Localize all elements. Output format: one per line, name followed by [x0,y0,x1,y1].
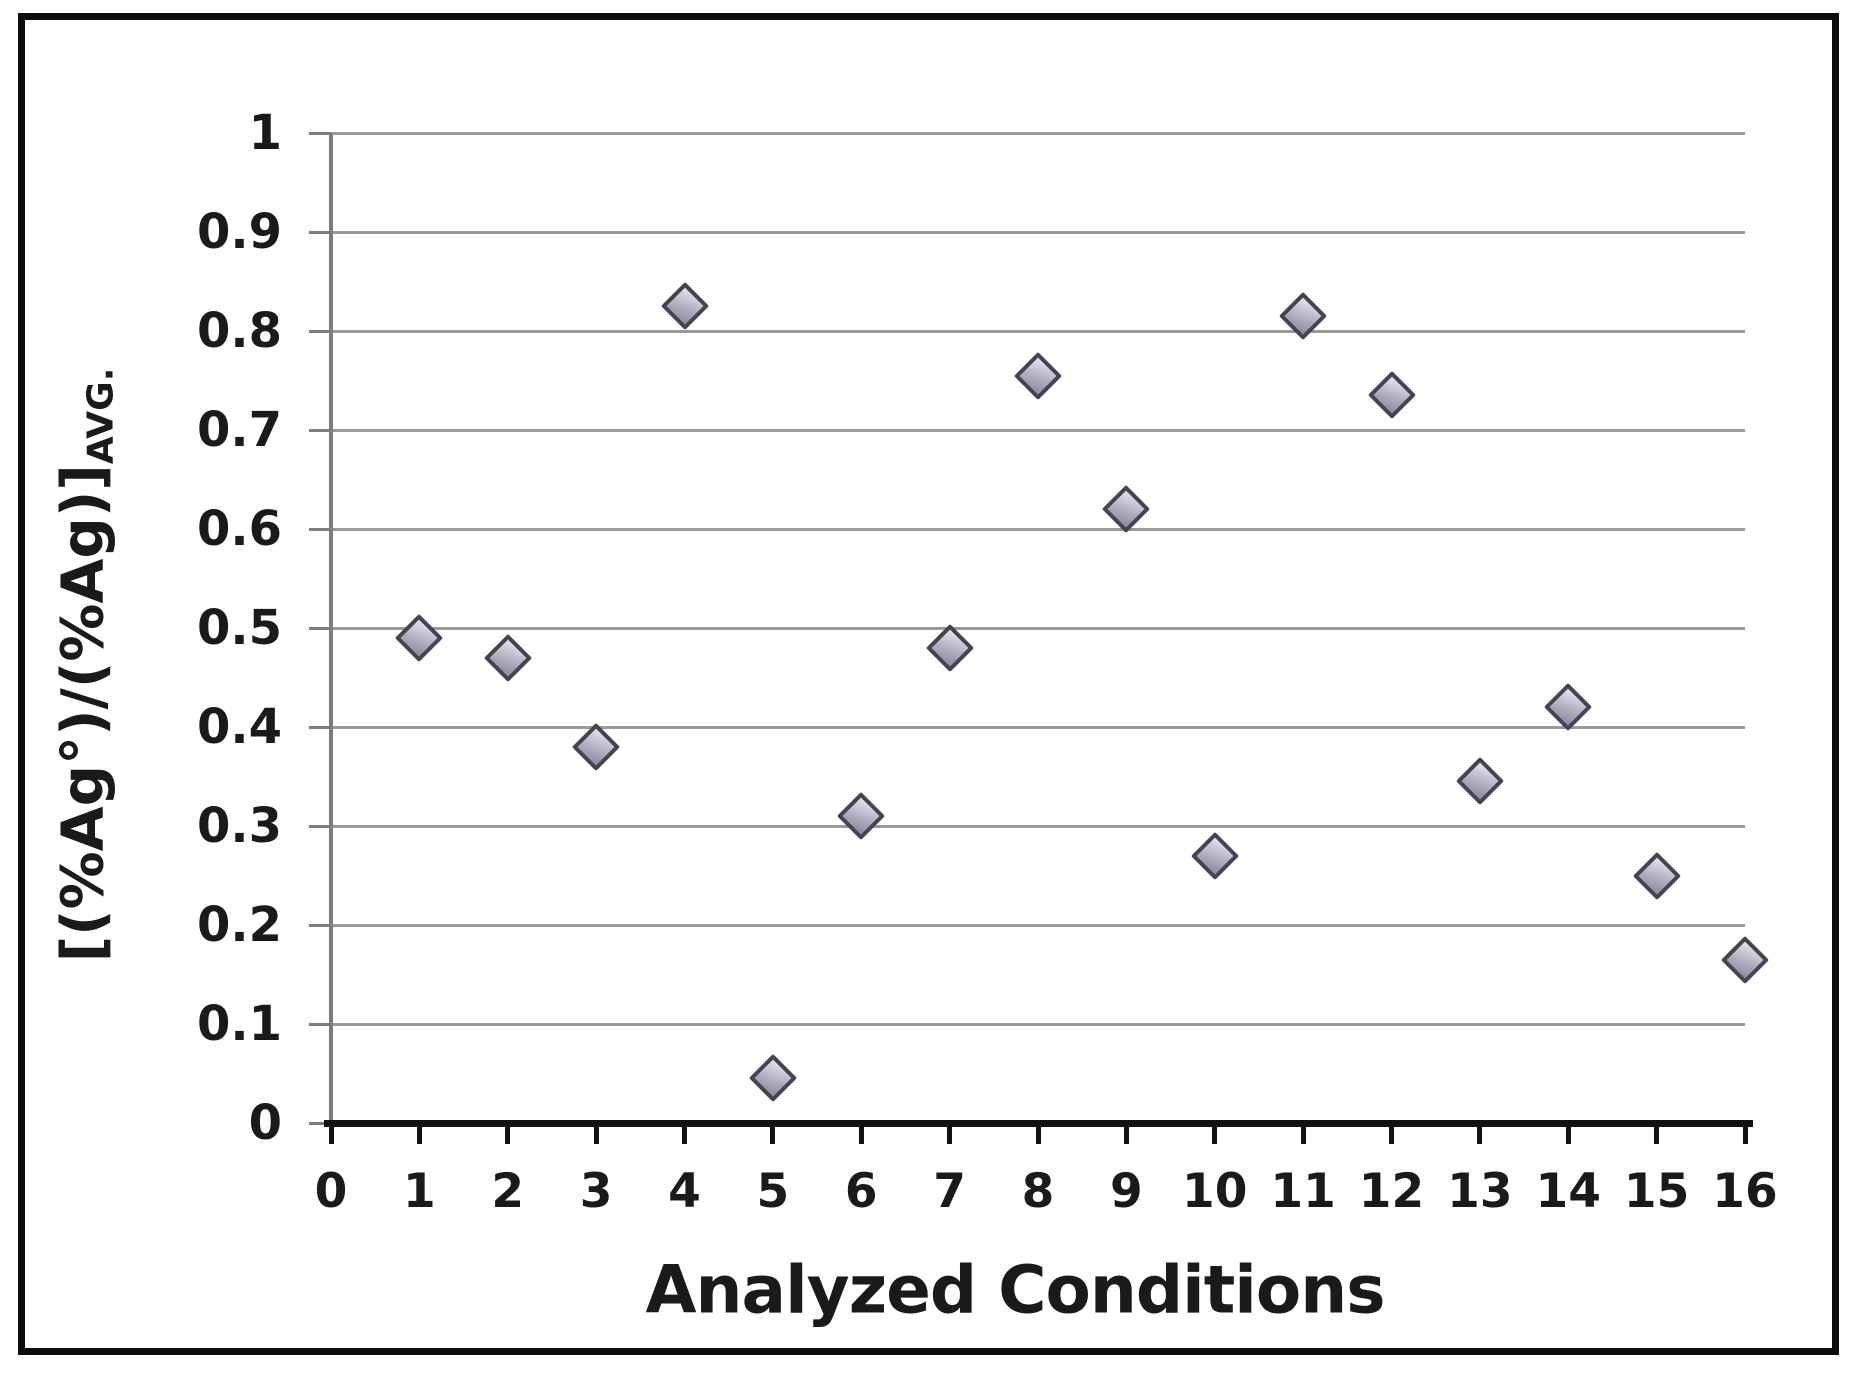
data-point [1632,851,1681,900]
y-axis-tick [309,1022,331,1026]
y-axis-line [329,133,333,1123]
x-tick-label: 8 [1021,1164,1055,1219]
x-axis-tick [947,1125,953,1144]
gridline [331,527,1745,531]
x-axis-tick [1742,1125,1748,1144]
y-tick-label: 0.1 [196,996,282,1052]
y-axis-title: [(%Ag°)/(%Ag)]AVG. [48,368,121,963]
gridline [331,1022,1745,1026]
x-axis-title: Analyzed Conditions [645,1251,1385,1329]
x-axis-tick [1654,1125,1660,1144]
data-point [748,1054,797,1103]
x-axis-tick [328,1125,334,1144]
y-axis-tick [309,131,331,135]
x-tick-label: 14 [1535,1164,1601,1219]
gridline [331,428,1745,432]
x-axis-tick [593,1125,599,1144]
gridline [331,923,1745,927]
y-tick-label: 0.3 [196,798,282,854]
y-axis-title-subscript: AVG. [80,367,122,465]
x-axis-tick [770,1125,776,1144]
x-tick-label: 16 [1712,1164,1778,1219]
x-tick-label: 10 [1182,1164,1248,1219]
x-tick-label: 1 [403,1164,436,1219]
gridline [331,131,1745,135]
y-tick-label: 0 [248,1095,282,1151]
data-point [572,722,621,771]
x-axis-tick [505,1125,511,1144]
x-tick-label: 7 [933,1164,966,1219]
y-tick-label: 0.8 [196,303,282,359]
data-point [925,623,974,672]
y-axis-tick [309,923,331,927]
data-point [1720,935,1770,984]
y-tick-label: 0.9 [196,204,282,260]
y-axis-tick [309,824,331,828]
y-axis-tick [309,230,331,234]
x-tick-label: 6 [844,1164,878,1219]
x-tick-label: 12 [1358,1164,1425,1219]
y-axis-tick [309,428,331,432]
x-tick-label: 4 [668,1164,701,1219]
data-point [1455,757,1504,806]
gridline [331,230,1745,234]
x-tick-label: 11 [1270,1164,1336,1219]
y-tick-label: 0.4 [196,699,282,755]
data-point [395,613,444,662]
x-axis-tick [1212,1125,1218,1144]
x-axis-tick [1035,1125,1041,1144]
x-axis-line [324,1120,1753,1127]
x-tick-label: 9 [1110,1164,1143,1219]
data-point [483,633,532,682]
x-tick-label: 15 [1623,1164,1690,1219]
figure-frame [18,13,1839,1355]
data-point [1279,292,1328,341]
x-tick-label: 13 [1447,1164,1513,1219]
x-axis-tick [682,1125,687,1144]
x-axis-tick [1123,1125,1129,1144]
y-tick-label: 0.6 [196,501,282,557]
x-axis-tick [1389,1125,1394,1144]
gridline [331,329,1745,333]
x-tick-label: 3 [579,1164,613,1219]
x-axis-tick [416,1125,422,1144]
data-point [1544,683,1593,732]
x-tick-label: 2 [491,1164,525,1219]
gridline [331,725,1745,729]
y-tick-label: 0.5 [196,600,282,656]
y-axis-title-main: [(%Ag°)/(%Ag)] [48,464,117,963]
data-point [1013,351,1063,400]
gridline [331,824,1745,828]
y-tick-label: 0.7 [196,402,282,458]
x-tick-label: 0 [314,1164,348,1219]
data-point [1190,831,1239,880]
x-axis-tick [1477,1125,1483,1144]
data-point [1102,485,1151,534]
data-point [837,792,886,841]
y-axis-tick [309,527,331,531]
gridline [331,626,1745,630]
x-axis-tick [858,1125,864,1144]
y-axis-tick [309,725,331,729]
x-axis-tick [1300,1125,1306,1144]
x-tick-label: 5 [756,1164,790,1219]
y-axis-tick [309,626,331,630]
x-axis-tick [1565,1125,1571,1144]
y-axis-tick [309,329,331,333]
data-point [660,282,709,331]
data-point [1367,371,1416,420]
y-tick-label: 1 [248,105,282,161]
y-tick-label: 0.2 [196,897,282,953]
y-axis-tick [309,1121,331,1125]
